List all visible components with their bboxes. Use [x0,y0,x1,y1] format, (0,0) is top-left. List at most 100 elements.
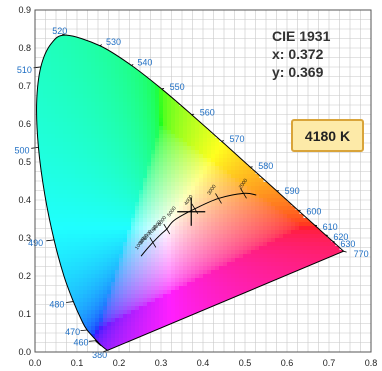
gamut-cell [303,250,308,255]
gamut-cell [199,142,204,147]
gamut-cell [219,242,224,247]
gamut-cell [243,254,248,259]
gamut-cell [59,90,64,95]
gamut-cell [151,206,156,211]
gamut-cell [179,250,184,255]
gamut-cell [43,102,48,107]
gamut-cell [55,146,60,151]
gamut-cell [119,222,124,227]
gamut-cell [99,298,104,303]
gamut-cell [259,202,264,207]
gamut-cell [203,138,208,143]
gamut-cell [99,338,104,343]
gamut-cell [179,166,184,171]
gamut-cell [203,234,208,239]
gamut-cell [275,270,280,275]
wavelength-label: 610 [323,222,338,232]
gamut-cell [111,186,116,191]
gamut-cell [127,110,132,115]
gamut-cell [135,118,140,123]
gamut-cell [175,190,180,195]
gamut-cell [183,162,188,167]
gamut-cell [139,90,144,95]
gamut-cell [231,178,236,183]
gamut-cell [135,194,140,199]
gamut-cell [191,310,196,315]
gamut-cell [43,106,48,111]
gamut-cell [75,282,80,287]
gamut-cell [171,166,176,171]
gamut-cell [67,102,72,107]
gamut-cell [115,338,120,343]
gamut-cell [119,250,124,255]
gamut-cell [219,162,224,167]
gamut-cell [83,158,88,163]
gamut-cell [143,222,148,227]
gamut-cell [63,122,68,127]
gamut-cell [239,286,244,291]
gamut-cell [199,134,204,139]
gamut-cell [143,314,148,319]
gamut-cell [127,194,132,199]
gamut-cell [87,94,92,99]
gamut-cell [239,258,244,263]
gamut-cell [283,254,288,259]
gamut-cell [91,82,96,87]
gamut-cell [199,130,204,135]
gamut-cell [87,306,92,311]
gamut-cell [131,154,136,159]
gamut-cell [111,54,116,59]
gamut-cell [139,270,144,275]
gamut-cell [107,262,112,267]
gamut-cell [119,194,124,199]
gamut-cell [143,298,148,303]
gamut-cell [99,118,104,123]
gamut-cell [115,198,120,203]
gamut-cell [55,110,60,115]
gamut-cell [163,290,168,295]
gamut-cell [71,50,76,55]
gamut-cell [171,302,176,307]
gamut-cell [63,130,68,135]
locus-tick [325,234,328,236]
gamut-cell [67,286,72,291]
gamut-cell [171,190,176,195]
gamut-cell [299,262,304,267]
gamut-cell [151,118,156,123]
gamut-cell [127,286,132,291]
gamut-cell [211,146,216,151]
gamut-cell [75,278,80,283]
gamut-cell [71,290,76,295]
gamut-cell [207,166,212,171]
gamut-cell [59,186,64,191]
gamut-cell [91,190,96,195]
gamut-cell [239,202,244,207]
gamut-cell [63,138,68,143]
gamut-cell [79,190,84,195]
gamut-cell [287,210,292,215]
gamut-cell [235,250,240,255]
gamut-cell [219,186,224,191]
gamut-cell [219,146,224,151]
gamut-cell [123,286,128,291]
gamut-cell [275,202,280,207]
gamut-cell [323,234,328,239]
gamut-cell [259,278,264,283]
gamut-cell [263,270,268,275]
gamut-cell [59,78,64,83]
gamut-cell [175,122,180,127]
gamut-cell [171,158,176,163]
gamut-cell [87,290,92,295]
gamut-cell [39,90,44,95]
gamut-cell [179,206,184,211]
gamut-cell [135,306,140,311]
gamut-cell [159,222,164,227]
gamut-cell [139,130,144,135]
gamut-cell [119,102,124,107]
gamut-cell [227,294,232,299]
gamut-cell [107,270,112,275]
gamut-cell [283,198,288,203]
gamut-cell [199,214,204,219]
gamut-cell [315,246,320,251]
gamut-cell [75,198,80,203]
